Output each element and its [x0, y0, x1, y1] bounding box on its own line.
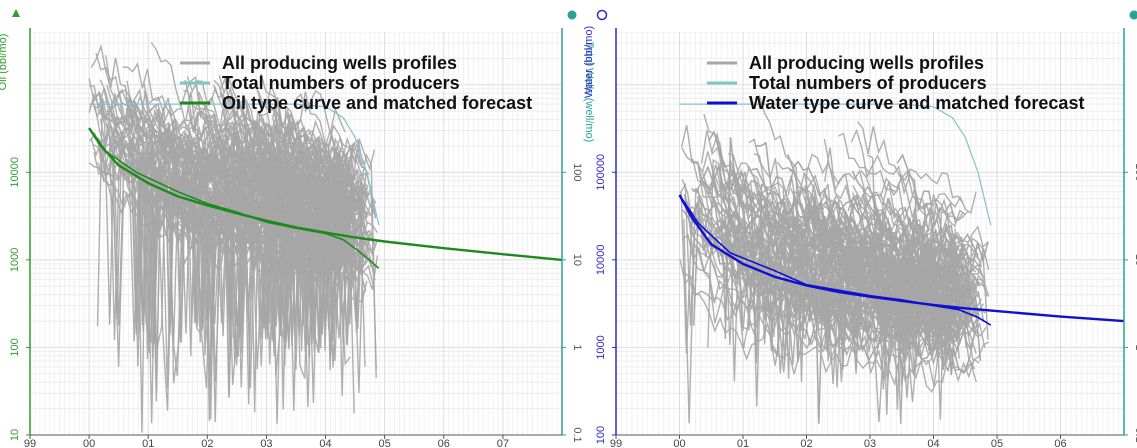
legend-label: All producing wells profiles [222, 53, 457, 73]
x-tick-label: 02 [800, 438, 812, 448]
x-tick-label: 03 [864, 438, 876, 448]
x-tick-label: 07 [497, 438, 509, 448]
y-right-tick-label: 100 [1133, 163, 1137, 181]
x-tick-label: 02 [201, 438, 213, 448]
chart-panel-1: 10 100 1000 10000 0.1 1 10 100 99 00 01 02 03 04 05 06 0… [0, 9, 595, 448]
well-profile-line [856, 121, 964, 204]
x-tick-label: 00 [83, 438, 95, 448]
y-left-tick-label: 10000 [9, 157, 21, 188]
x-tick-label: 01 [737, 438, 749, 448]
well-profile-line [255, 173, 351, 242]
well-profile-line [699, 210, 986, 331]
y-right-tick-label: 1 [571, 344, 583, 350]
well-profile-line [682, 209, 980, 338]
y-right-axis-title: Total Wells (well/mo) [583, 42, 595, 143]
y-left-tick-label: 10000 [595, 245, 607, 276]
x-tick-label: 99 [610, 438, 622, 448]
series-matched-history [88, 127, 380, 269]
x-tick-label: 05 [379, 438, 391, 448]
well-profile-line [774, 201, 977, 314]
legend-label: All producing wells profiles [749, 53, 984, 73]
legend-label: Water type curve and matched forecast [749, 93, 1084, 113]
series-producers [89, 103, 380, 226]
y-left-tick-label: 100 [9, 338, 21, 356]
well-profile-line [755, 228, 953, 351]
y-right-tick-label: 0.1 [571, 427, 583, 442]
well-profile-line [229, 179, 345, 389]
well-profile-line [837, 132, 966, 232]
series-type-curve [88, 127, 562, 262]
y-right-tick-label: 100 [571, 163, 583, 181]
x-tick-label: 04 [319, 438, 331, 448]
oil-axis-marker-icon [12, 9, 20, 17]
well-profile-line [238, 171, 363, 252]
well-profile-line [239, 106, 345, 195]
well-profile-line [246, 122, 362, 352]
well-profile-line [732, 170, 962, 285]
y-left-tick-label: 100000 [595, 154, 607, 191]
well-profile-line [682, 233, 959, 356]
well-profile-line [793, 194, 981, 342]
well-profile-line [125, 151, 344, 261]
well-profile-line [708, 130, 953, 364]
well-profile-line [701, 163, 958, 287]
well-profile-line [229, 98, 354, 207]
y-left-tick-label: 100 [595, 426, 607, 444]
well-profiles-cloud [679, 95, 990, 424]
y-left-tick-label: 1000 [595, 335, 607, 359]
well-profile-line [770, 186, 957, 329]
x-tick-label: 99 [24, 438, 36, 448]
well-profile-line [851, 170, 954, 269]
well-profile-line [88, 88, 366, 367]
series-matched-history [678, 194, 992, 326]
y-left-tick-label: 10 [9, 429, 21, 441]
y-left-axis-title: Oil (bbl/mo) [0, 34, 9, 91]
y-right-tick-label: 1 [1133, 344, 1137, 350]
y-right-tick-label: 0.1 [1133, 427, 1137, 442]
well-profile-line [888, 186, 981, 268]
well-profile-line [150, 41, 364, 413]
chart-panel-2: 1001000100001000000.11101009900010203040… [583, 9, 1137, 448]
well-profile-line [192, 125, 367, 213]
y-right-tick-label: 10 [1133, 254, 1137, 266]
well-profile-line [99, 129, 371, 424]
wells-axis-marker-icon [1129, 10, 1137, 20]
x-tick-label: 01 [142, 438, 154, 448]
well-profile-line [219, 122, 349, 210]
y-right-tick-label: 10 [571, 254, 583, 266]
well-profile-line [786, 154, 979, 257]
x-tick-label: 04 [927, 438, 939, 448]
legend-label: Oil type curve and matched forecast [222, 93, 532, 113]
x-tick-label: 03 [260, 438, 272, 448]
legend-label: Total numbers of producers [222, 73, 460, 93]
well-profile-line [896, 153, 957, 226]
series-type-curve [678, 194, 1124, 323]
x-tick-label: 06 [1054, 438, 1066, 448]
x-tick-label: 00 [673, 438, 685, 448]
series-producers [679, 103, 992, 226]
well-profile-line [758, 95, 977, 383]
x-tick-label: 05 [991, 438, 1003, 448]
x-tick-label: 06 [438, 438, 450, 448]
well-profile-line [183, 89, 352, 322]
well-profile-line [755, 141, 989, 424]
y-left-axis-title: Water (bbl/mo) [583, 26, 595, 98]
water-axis-marker-icon [596, 9, 608, 21]
legend-label: Total numbers of producers [749, 73, 987, 93]
y-left-tick-label: 1000 [9, 248, 21, 272]
wells-axis-marker-icon [567, 10, 577, 20]
well-profile-line [255, 82, 376, 172]
